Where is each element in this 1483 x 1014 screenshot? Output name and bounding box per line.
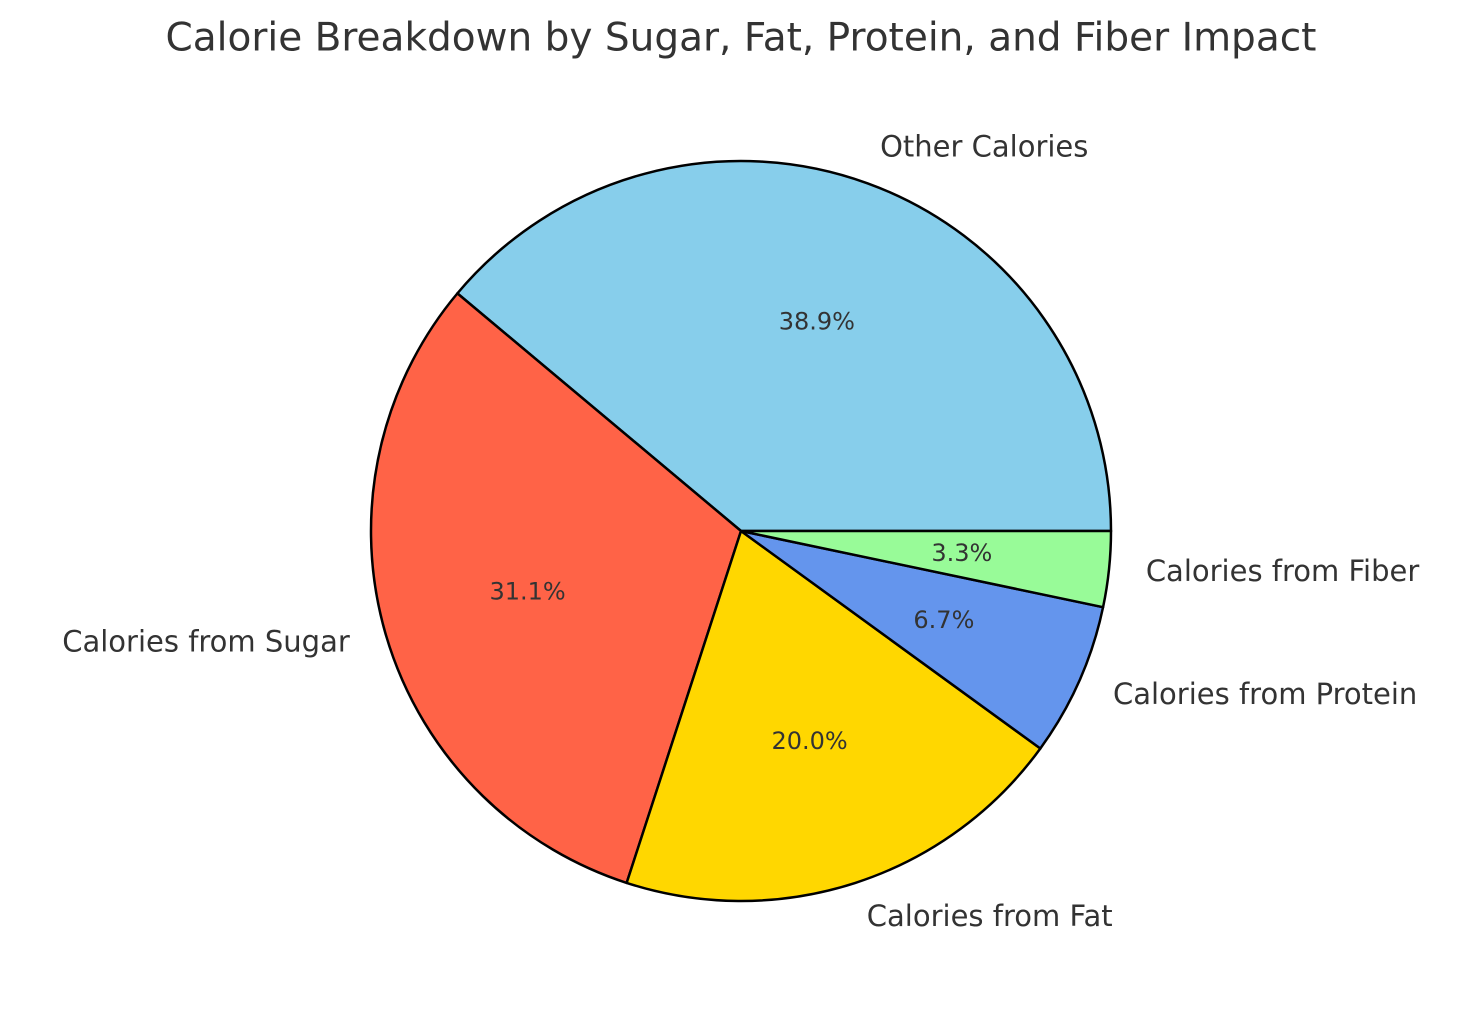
value-label: 31.1% [489,577,565,605]
value-label: 6.7% [913,606,974,634]
chart-title: Calorie Breakdown by Sugar, Fat, Protein… [166,16,1317,61]
slice-label: Other Calories [880,129,1088,163]
pie-slice [625,529,1042,903]
value-label: 3.3% [931,539,992,567]
slice-label: Calories from Fiber [1146,554,1420,588]
pie-slice [369,292,743,885]
value-label: 20.0% [771,727,847,755]
slice-label: Calories from Protein [1113,677,1417,711]
slice-label: Calories from Sugar [62,624,350,658]
pie-slice [456,159,1113,533]
pie-slice [739,529,1105,750]
pie-slice [739,529,1113,609]
slice-label: Calories from Fat [867,899,1113,933]
value-label: 38.9% [779,307,855,335]
